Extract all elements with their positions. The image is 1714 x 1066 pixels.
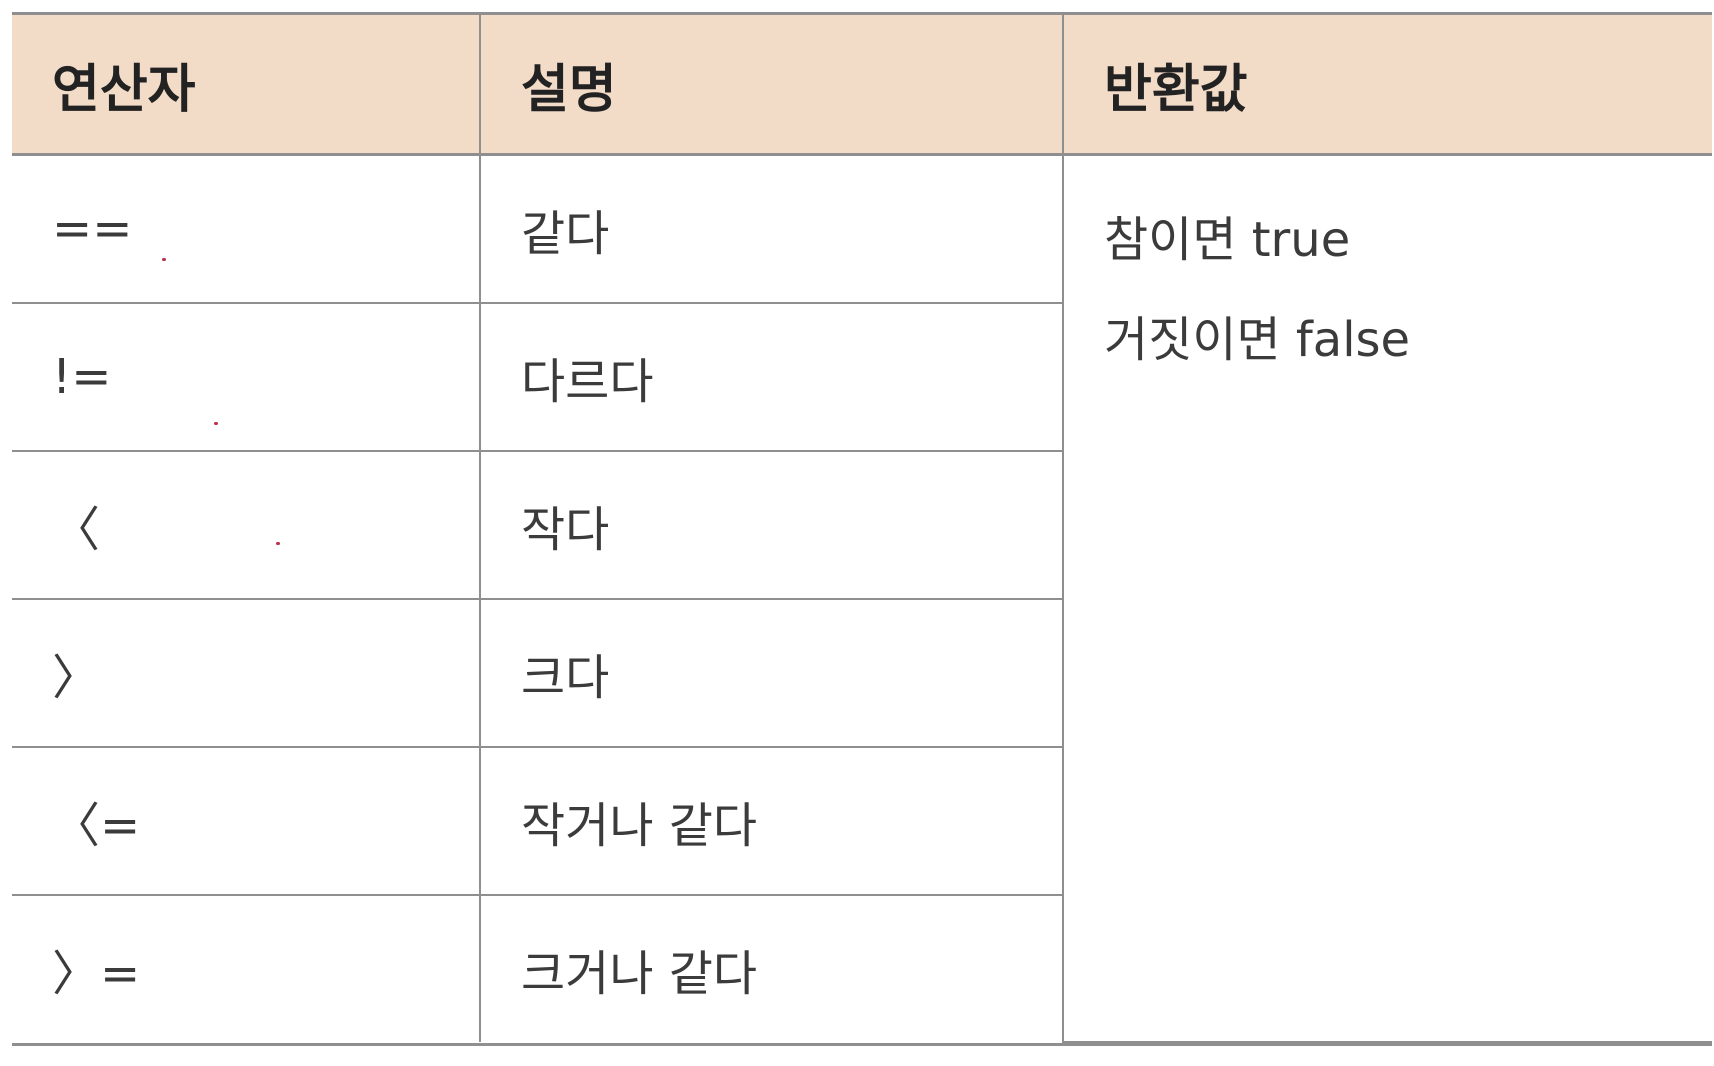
- operator-cell: 〈: [12, 451, 480, 600]
- operator-cell: !=: [12, 303, 480, 452]
- table-row: 〉= 크거나 같다: [12, 895, 1712, 1042]
- header-description: 설명: [479, 15, 1063, 156]
- description-cell: 크다: [479, 599, 1063, 748]
- table-header-row: 연산자 설명 반환값: [12, 15, 1712, 156]
- table-row: 〈= 작거나 같다: [12, 747, 1712, 896]
- operator-cell: ==: [12, 154, 480, 304]
- operator-cell: 〉: [12, 599, 480, 748]
- table-row: 〉 크다: [12, 599, 1712, 748]
- return-false-text: 거짓이면 false: [1104, 312, 1411, 368]
- description-cell: 크거나 같다: [479, 895, 1063, 1042]
- stray-mark: [162, 258, 166, 261]
- return-true-text: 참이면 true: [1104, 212, 1351, 268]
- description-cell: 작다: [479, 451, 1063, 600]
- table-row: 〈 작다: [12, 451, 1712, 600]
- operator-cell: 〈=: [12, 747, 480, 896]
- stray-mark: [214, 422, 218, 425]
- header-return-value: 반환값: [1062, 15, 1712, 156]
- description-cell: 다르다: [479, 303, 1063, 452]
- description-cell: 작거나 같다: [479, 747, 1063, 896]
- comparison-operators-table: 연산자 설명 반환값 == 같다 참이면 true 거짓이면 false != …: [12, 12, 1712, 1046]
- description-cell: 같다: [479, 154, 1063, 304]
- header-operator: 연산자: [12, 15, 480, 156]
- table-row: == 같다 참이면 true 거짓이면 false: [12, 154, 1712, 1043]
- operator-cell: 〉=: [52, 946, 141, 1002]
- stray-mark: [276, 542, 280, 545]
- table-row: != 다르다: [12, 303, 1712, 452]
- return-value-cell: 참이면 true 거짓이면 false: [1062, 154, 1712, 1043]
